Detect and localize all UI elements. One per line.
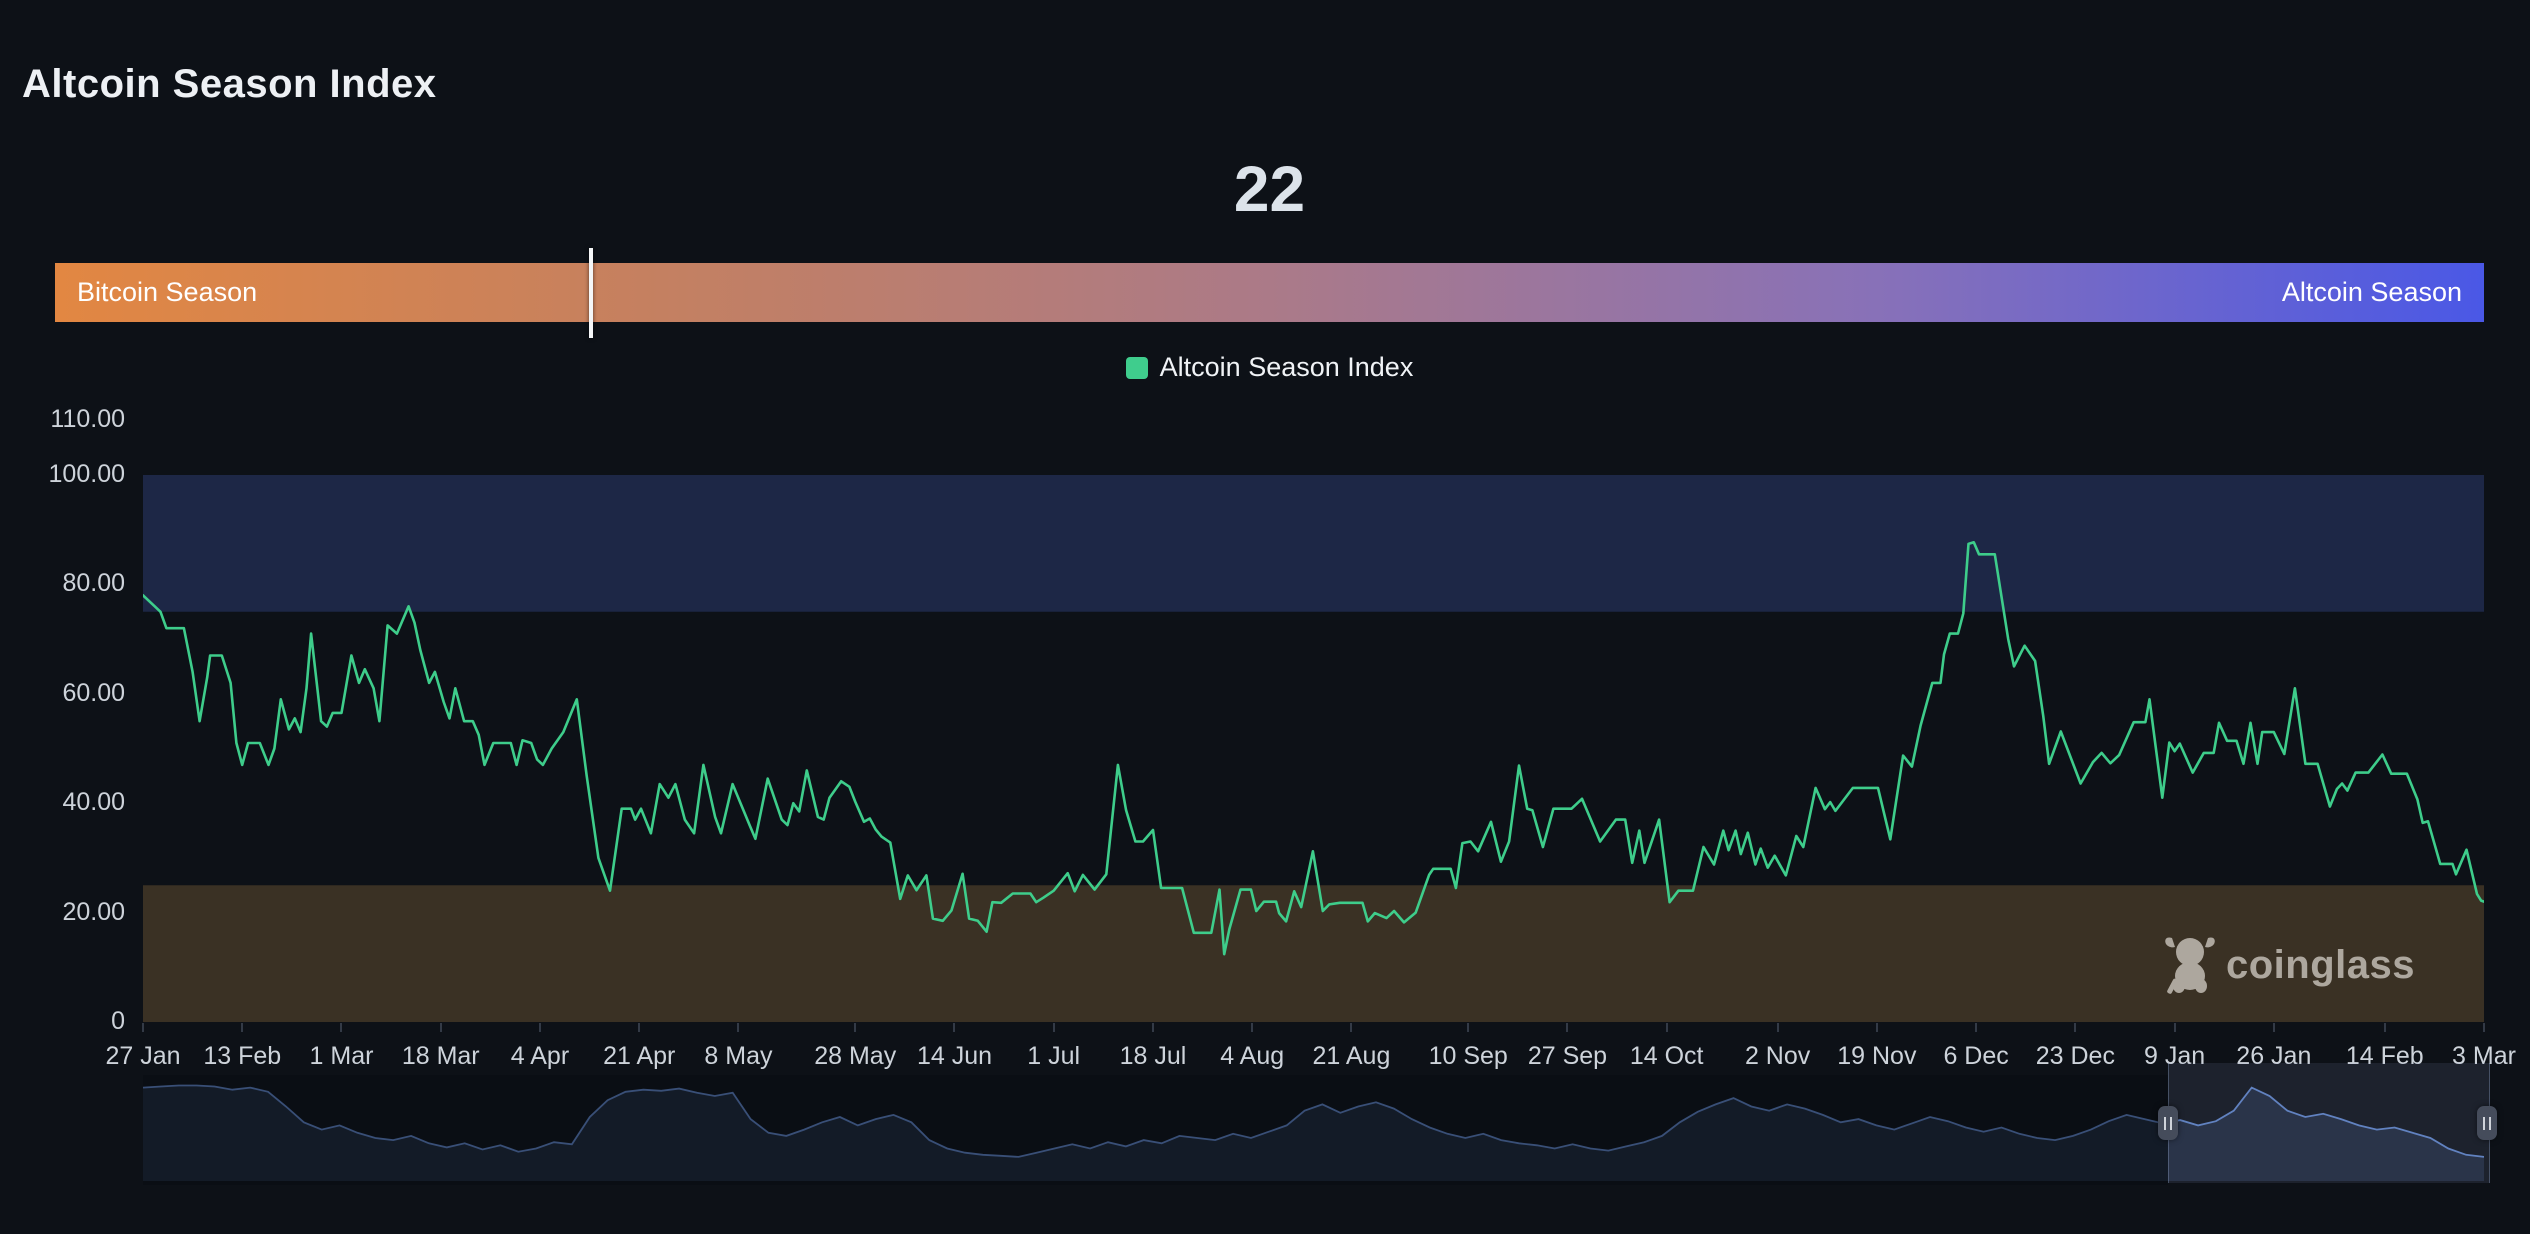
- x-axis-tick-mark: [1776, 1023, 1779, 1032]
- y-axis-tick-label: 60.00: [62, 678, 125, 707]
- x-axis-tick-mark: [1052, 1023, 1055, 1032]
- y-axis-tick-label: 110.00: [50, 405, 125, 434]
- x-axis-tick-mark: [1566, 1023, 1569, 1032]
- x-axis-tick-label: 14 Feb: [2345, 1042, 2424, 1070]
- x-axis-tick-label: 10 Sep: [1428, 1042, 1508, 1070]
- x-axis-tick-label: 21 Apr: [603, 1042, 676, 1070]
- x-axis-tick-mark: [1975, 1023, 1978, 1032]
- navigator-mini-chart[interactable]: [143, 1075, 2484, 1185]
- x-axis-tick-label: 6 Dec: [1943, 1042, 2009, 1070]
- legend-label: Altcoin Season Index: [1159, 352, 1414, 382]
- gauge-label-altcoin-season: Altcoin Season: [2281, 277, 2462, 307]
- x-axis-tick-mark: [737, 1023, 740, 1032]
- x-axis-tick-mark: [2383, 1023, 2386, 1032]
- x-axis-tick-mark: [1350, 1023, 1353, 1032]
- gauge-current-value: 22: [1233, 153, 1306, 225]
- x-axis-tick-label: 28 May: [814, 1042, 897, 1070]
- legend-item-altcoin-season-index[interactable]: Altcoin Season Index: [55, 352, 2484, 383]
- legend-swatch-icon: [1125, 356, 1148, 379]
- navigator-selection-range[interactable]: [2168, 1063, 2490, 1183]
- season-gauge-bar: Bitcoin Season Altcoin Season: [55, 263, 2484, 322]
- gauge-marker-needle: [589, 248, 593, 338]
- x-axis-tick-mark: [2272, 1023, 2275, 1032]
- y-axis-tick-label: 0: [111, 1007, 125, 1035]
- bitcoin-season-zone: [143, 885, 2484, 1022]
- navigator-unselected-mask: [143, 1075, 2168, 1185]
- page-title: Altcoin Season Index: [22, 62, 437, 106]
- y-axis-tick-label: 80.00: [62, 569, 125, 598]
- main-chart-plot-area[interactable]: [143, 460, 2484, 1035]
- navigator-line: [143, 1084, 2484, 1158]
- x-axis-tick-mark: [2483, 1023, 2485, 1032]
- x-axis-tick-label: 2 Nov: [1744, 1042, 1811, 1070]
- x-axis-tick-label: 4 Apr: [510, 1042, 570, 1070]
- x-axis-tick-label: 21 Aug: [1312, 1042, 1391, 1070]
- x-axis-tick-label: 8 May: [704, 1042, 773, 1070]
- x-axis-tick-label: 14 Oct: [1629, 1042, 1704, 1070]
- x-axis-tick-mark: [1875, 1023, 1878, 1032]
- navigator-right-drag-handle-icon[interactable]: [2477, 1106, 2497, 1140]
- coinglass-bull-icon: [2165, 937, 2215, 994]
- x-axis-tick-mark: [538, 1023, 541, 1032]
- x-axis-tick-label: 23 Dec: [2035, 1042, 2115, 1070]
- x-axis-tick-mark: [1151, 1023, 1154, 1032]
- x-axis-tick-label: 26 Jan: [2236, 1042, 2312, 1070]
- x-axis-tick-mark: [1665, 1023, 1668, 1032]
- x-axis-tick-label: 1 Mar: [309, 1042, 374, 1070]
- x-axis-tick-mark: [638, 1023, 641, 1032]
- season-zones: [143, 475, 2484, 1022]
- x-axis-tick-label: 27 Sep: [1527, 1042, 1608, 1070]
- gauge-label-bitcoin-season: Bitcoin Season: [77, 277, 258, 307]
- x-axis-tick-mark: [241, 1023, 244, 1032]
- x-axis-tick-label: 27 Jan: [105, 1042, 181, 1070]
- watermark-text: coinglass: [2226, 942, 2416, 987]
- x-axis-tick-label: 13 Feb: [203, 1042, 282, 1070]
- x-axis-tick-mark: [2173, 1023, 2176, 1032]
- navigator-area-fill: [143, 1085, 2484, 1181]
- x-axis-tick-label: 19 Nov: [1837, 1042, 1917, 1070]
- x-axis-tick-label: 18 Jul: [1119, 1042, 1187, 1070]
- x-axis-tick-mark: [1251, 1023, 1254, 1032]
- navigator-left-drag-handle-icon[interactable]: [2158, 1106, 2178, 1140]
- x-axis-tick-mark: [2074, 1023, 2077, 1032]
- x-axis-tick-label: 18 Mar: [401, 1042, 480, 1070]
- x-axis-tick-label: 4 Aug: [1220, 1042, 1285, 1070]
- x-axis-tick-label: 9 Jan: [2143, 1042, 2206, 1070]
- y-axis-tick-label: 100.00: [48, 460, 125, 488]
- x-axis-tick-mark: [142, 1023, 144, 1032]
- x-axis-tick-mark: [1467, 1023, 1470, 1032]
- x-axis-tick-mark: [854, 1023, 857, 1032]
- x-axis-tick-label: 1 Jul: [1027, 1042, 1081, 1070]
- x-axis-tick-label: 3 Mar: [2452, 1042, 2516, 1070]
- x-axis-tick-mark: [439, 1023, 442, 1032]
- altcoin-season-zone: [143, 475, 2484, 612]
- x-axis-tick-mark: [340, 1023, 343, 1032]
- altcoin-season-index-line: [143, 541, 2484, 956]
- coinglass-watermark: coinglass: [2162, 934, 2415, 996]
- x-axis-tick-label: 14 Jun: [916, 1042, 992, 1070]
- y-axis-tick-label: 40.00: [62, 788, 125, 817]
- y-axis-tick-label: 20.00: [62, 897, 125, 926]
- x-axis-tick-mark: [953, 1023, 956, 1032]
